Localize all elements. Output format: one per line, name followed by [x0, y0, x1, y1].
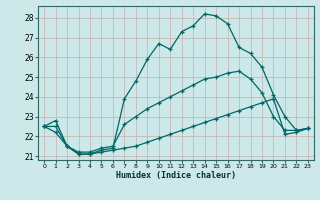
X-axis label: Humidex (Indice chaleur): Humidex (Indice chaleur) — [116, 171, 236, 180]
